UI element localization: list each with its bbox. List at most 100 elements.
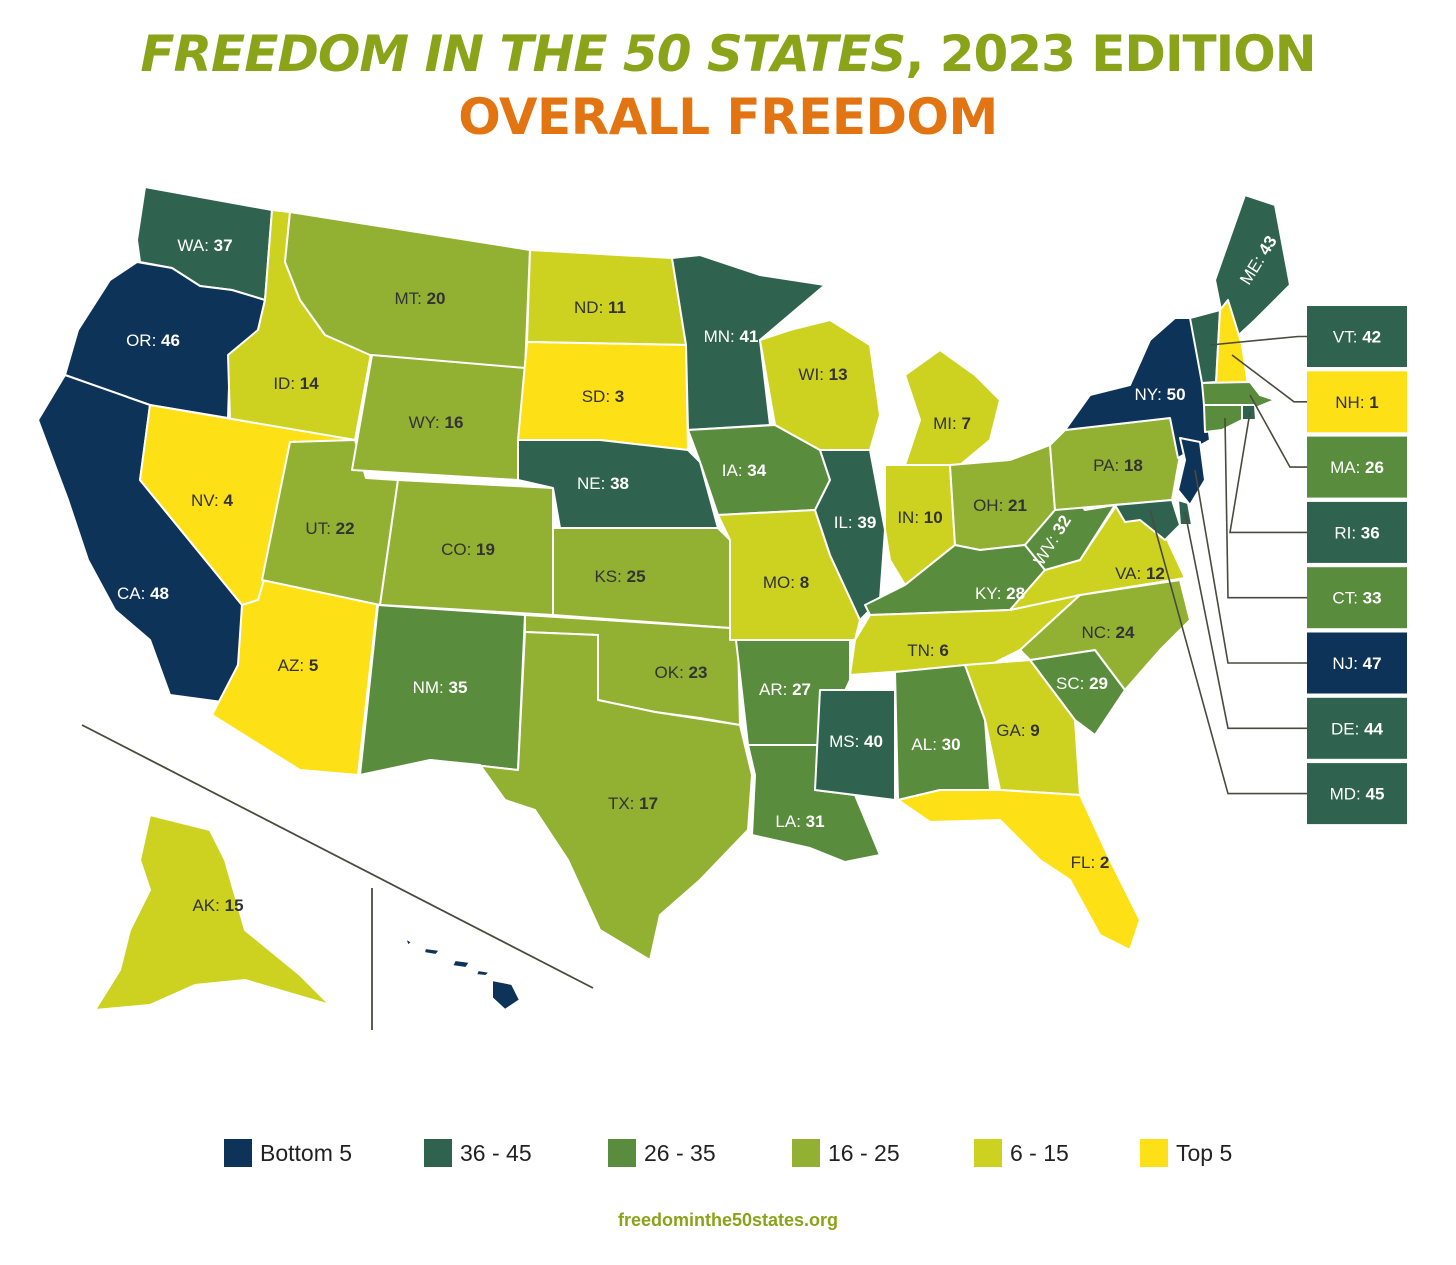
callout-box-ri: RI: 36	[1307, 501, 1407, 563]
state-abbr: CO	[441, 540, 467, 559]
state-abbr: KY	[975, 584, 997, 603]
state-abbr: MN	[704, 327, 730, 346]
state-abbr: VT	[1333, 327, 1354, 346]
state-rank: 49	[463, 997, 482, 1016]
callout-swatch	[1307, 371, 1407, 433]
state-wi	[759, 319, 881, 451]
label-nc: NC: 24	[1082, 623, 1135, 642]
state-abbr: FL	[1071, 853, 1091, 872]
state-rank: 5	[309, 656, 318, 675]
label-ma: MA: 26	[1330, 458, 1384, 477]
state-abbr: WY	[409, 413, 436, 432]
state-rank: 37	[214, 236, 233, 255]
legend: Bottom 5 36 - 45 26 - 35 16 - 25 6 - 15 Top 5	[224, 1137, 1244, 1171]
label-wy: WY: 16	[409, 413, 464, 432]
legend-item: Bottom 5	[224, 1137, 352, 1169]
leader-line-vt	[1209, 335, 1307, 346]
state-abbr: NH	[1335, 392, 1360, 411]
state-rank: 31	[806, 812, 825, 831]
legend-item: 6 - 15	[974, 1137, 1069, 1169]
leader-line-de	[1184, 511, 1307, 730]
state-rank: 9	[1030, 721, 1039, 740]
state-az	[211, 579, 379, 776]
state-abbr: AL	[911, 735, 932, 754]
state-rank: 2	[1100, 853, 1109, 872]
label-ne: NE: 38	[577, 474, 629, 493]
leader-line-nh	[1231, 354, 1307, 403]
state-abbr: MT	[394, 289, 418, 308]
callout-box-nj: NJ: 47	[1307, 632, 1407, 694]
legend-swatch	[224, 1139, 252, 1167]
state-rank: 11	[608, 298, 626, 317]
label-md: MD: 45	[1330, 784, 1385, 803]
state-abbr: NC	[1082, 623, 1107, 642]
state-rank: 35	[448, 678, 467, 697]
leader-line-ct	[1224, 417, 1307, 599]
state-rank: 7	[961, 414, 970, 433]
state-abbr: AZ	[278, 656, 300, 675]
label-mn: MN: 41	[704, 327, 759, 346]
title-italic-part: FREEDOM IN THE 50 STATES	[140, 25, 906, 83]
state-rank: 28	[1006, 584, 1025, 603]
state-fl	[897, 789, 1141, 951]
state-abbr: ND	[574, 298, 599, 317]
state-ct	[1203, 404, 1243, 433]
state-abbr: KS	[594, 567, 617, 586]
label-ny: NY: 50	[1134, 385, 1185, 404]
state-rank: 24	[1116, 623, 1135, 642]
leader-line-nj	[1194, 469, 1307, 664]
label-la: LA: 31	[775, 812, 824, 831]
callout-swatch	[1307, 697, 1407, 759]
label-il: IL: 39	[834, 513, 877, 532]
state-rank: 17	[639, 794, 658, 813]
label-sd: SD: 3	[582, 387, 625, 406]
main-title: FREEDOM IN THE 50 STATES, 2023 EDITION	[0, 22, 1456, 86]
label-tn: TN: 6	[907, 641, 949, 660]
label-ut: UT: 22	[305, 519, 354, 538]
state-tx	[429, 631, 753, 961]
state-rank: 47	[1363, 654, 1382, 673]
state-abbr: IL	[834, 513, 848, 532]
label-de: DE: 44	[1331, 719, 1384, 738]
leader-line-ma	[1249, 394, 1307, 468]
state-abbr: IN	[897, 508, 914, 527]
callout-swatch	[1307, 436, 1407, 498]
label-mo: MO: 8	[763, 573, 809, 592]
label-fl: FL: 2	[1071, 853, 1110, 872]
legend-swatch	[1140, 1139, 1168, 1167]
state-abbr: NM	[413, 678, 439, 697]
state-abbr: PA	[1093, 456, 1115, 475]
legend-item: 26 - 35	[608, 1137, 716, 1169]
state-abbr: NE	[577, 474, 601, 493]
state-abbr: MI	[933, 414, 952, 433]
state-rank: 33	[1363, 588, 1382, 607]
state-abbr: GA	[996, 721, 1021, 740]
state-rank: 18	[1124, 456, 1143, 475]
callout-swatch	[1307, 632, 1407, 694]
leader-line-ri	[1229, 411, 1307, 534]
state-abbr: SD	[582, 387, 606, 406]
state-rank: 34	[747, 461, 766, 480]
state-rank: 46	[161, 331, 180, 350]
callout-swatch	[1307, 567, 1407, 629]
legend-label: 26 - 35	[644, 1139, 716, 1166]
label-az: AZ: 5	[278, 656, 319, 675]
state-rank: 19	[476, 540, 495, 559]
label-in: IN: 10	[897, 508, 942, 527]
state-rank: 38	[610, 474, 629, 493]
state-abbr: MD	[1330, 784, 1356, 803]
legend-swatch	[608, 1139, 636, 1167]
state-rank: 48	[150, 584, 169, 603]
state-labels: WA: 37 OR: 46 CA: 48 ID: 14 NV: 4 AZ: 5 UT: 22…	[117, 232, 1280, 1015]
state-rank: 12	[1146, 564, 1165, 583]
state-abbr: TX	[608, 794, 630, 813]
state-rank: 21	[1008, 496, 1027, 515]
state-abbr: SC	[1056, 674, 1080, 693]
callout-box-ma: MA: 26	[1307, 436, 1407, 498]
state-rank: 13	[829, 365, 848, 384]
label-nm: NM: 35	[413, 678, 468, 697]
label-or: OR: 46	[126, 331, 180, 350]
state-rank: 16	[444, 413, 463, 432]
label-nd: ND: 11	[574, 298, 626, 317]
